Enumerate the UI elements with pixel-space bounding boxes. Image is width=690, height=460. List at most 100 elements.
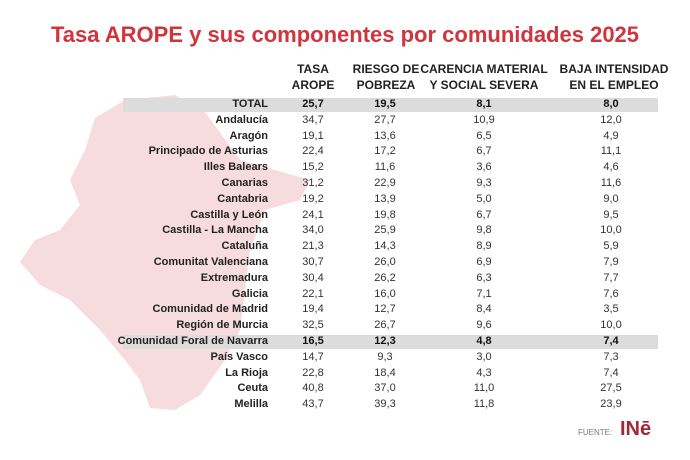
cell-value: 19,1 (302, 129, 324, 142)
row-label: Principado de Asturias (148, 145, 268, 158)
cell-value: 32,5 (302, 319, 324, 332)
table-row: Andalucía 34,7 27,7 10,9 12,0 (0, 113, 690, 129)
row-label: Castilla - La Mancha (162, 224, 268, 237)
cell-value: 7,7 (603, 271, 619, 284)
row-label: Andalucía (215, 113, 268, 126)
row-label: Ceuta (237, 382, 268, 395)
cell-value: 10,0 (600, 319, 622, 332)
cell-value: 16,5 (302, 334, 324, 347)
cell-value: 4,6 (603, 161, 619, 174)
table-row: Cantabria 19,2 13,9 5,0 9,0 (0, 192, 690, 208)
cell-value: 31,2 (302, 176, 324, 189)
table-row: Aragón 19,1 13,6 6,5 4,9 (0, 129, 690, 145)
column-header-tasa-arope: TASA AROPE (291, 62, 335, 92)
column-header-baja-intensidad: BAJA INTENSIDAD EN EL EMPLEO (559, 62, 669, 92)
cell-value: 10,9 (473, 113, 495, 126)
cell-value: 16,0 (374, 287, 396, 300)
column-header-riesgo-pobreza: RIESGO DE POBREZA (352, 62, 420, 92)
table-row: Comunidad Foral de Navarra 16,5 12,3 4,8 7,4 (0, 334, 690, 350)
cell-value: 11,8 (473, 398, 495, 411)
cell-value: 34,7 (302, 113, 324, 126)
table-row: Melilla 43,7 39,3 11,8 23,9 (0, 397, 690, 413)
row-label: Galicia (231, 287, 268, 300)
cell-value: 26,0 (374, 255, 396, 268)
cell-value: 4,3 (476, 366, 492, 379)
cell-value: 10,0 (600, 224, 622, 237)
data-table: TOTAL 25,7 19,5 8,1 8,0 Andalucía 34,7 27,7 10,9… (0, 97, 690, 413)
cell-value: 7,1 (476, 287, 492, 300)
cell-value: 13,9 (374, 192, 396, 205)
cell-value: 11,1 (600, 145, 622, 158)
cell-value: 12,0 (600, 113, 622, 126)
cell-value: 6,5 (476, 129, 492, 142)
row-label: Extremadura (200, 271, 268, 284)
cell-value: 4,8 (476, 334, 492, 347)
row-label: Melilla (234, 398, 268, 411)
cell-value: 6,7 (476, 208, 492, 221)
cell-value: 8,9 (476, 240, 492, 253)
cell-value: 12,7 (374, 303, 396, 316)
table-row: Comunitat Valenciana 30,7 26,0 6,9 7,9 (0, 255, 690, 271)
row-label: Comunitat Valenciana (153, 255, 268, 268)
cell-value: 9,8 (476, 224, 492, 237)
source-label: FUENTE: (578, 428, 613, 437)
cell-value: 40,8 (302, 382, 324, 395)
cell-value: 8,0 (603, 98, 619, 110)
cell-value: 18,4 (374, 366, 396, 379)
cell-value: 22,1 (302, 287, 324, 300)
ine-logo: INē (620, 418, 652, 440)
cell-value: 43,7 (302, 398, 324, 411)
cell-value: 3,5 (603, 303, 619, 316)
table-row: Ceuta 40,8 37,0 11,0 27,5 (0, 381, 690, 397)
cell-value: 7,3 (603, 350, 619, 363)
table-row: TOTAL 25,7 19,5 8,1 8,0 (0, 97, 690, 113)
cell-value: 25,7 (302, 98, 324, 110)
table-row: Castilla y León 24,1 19,8 6,7 9,5 (0, 208, 690, 224)
cell-value: 25,9 (374, 224, 396, 237)
row-label: Illes Balears (203, 161, 268, 174)
row-label: Región de Murcia (176, 319, 268, 332)
table-row: Comunidad de Madrid 19,4 12,7 8,4 3,5 (0, 302, 690, 318)
cell-value: 8,4 (476, 303, 492, 316)
row-label: Cataluña (221, 240, 268, 253)
table-row: Galicia 22,1 16,0 7,1 7,6 (0, 287, 690, 303)
row-label: Aragón (229, 129, 269, 142)
cell-value: 19,5 (374, 98, 396, 110)
cell-value: 9,3 (476, 176, 492, 189)
cell-value: 5,0 (476, 192, 492, 205)
cell-value: 22,9 (374, 176, 396, 189)
row-label: La Rioja (225, 366, 268, 379)
cell-value: 37,0 (374, 382, 396, 395)
cell-value: 39,3 (374, 398, 396, 411)
cell-value: 3,0 (476, 350, 492, 363)
cell-value: 5,9 (603, 240, 619, 253)
row-label: País Vasco (210, 350, 269, 363)
cell-value: 8,1 (476, 98, 492, 110)
cell-value: 11,0 (473, 382, 495, 395)
cell-value: 6,9 (476, 255, 492, 268)
cell-value: 11,6 (600, 176, 622, 189)
cell-value: 7,6 (603, 287, 619, 300)
row-label: Castilla y León (190, 208, 268, 221)
cell-value: 7,4 (603, 366, 619, 379)
table-row: La Rioja 22,8 18,4 4,3 7,4 (0, 366, 690, 382)
row-label: Comunidad Foral de Navarra (117, 334, 268, 347)
cell-value: 6,7 (476, 145, 492, 158)
row-highlight (123, 334, 658, 349)
table-row: Extremadura 30,4 26,2 6,3 7,7 (0, 271, 690, 287)
row-label: Canarias (221, 176, 268, 189)
table-row: Región de Murcia 32,5 26,7 9,6 10,0 (0, 318, 690, 334)
cell-value: 22,4 (302, 145, 324, 158)
cell-value: 9,0 (603, 192, 619, 205)
cell-value: 7,9 (603, 255, 619, 268)
cell-value: 26,7 (374, 319, 396, 332)
row-highlight (123, 98, 658, 112)
cell-value: 3,6 (476, 161, 492, 174)
cell-value: 7,4 (603, 334, 619, 347)
cell-value: 4,9 (603, 129, 619, 142)
cell-value: 22,8 (302, 366, 324, 379)
cell-value: 17,2 (374, 145, 396, 158)
cell-value: 15,2 (302, 161, 324, 174)
column-header-carencia-material: CARENCIA MATERIAL Y SOCIAL SEVERA (420, 62, 548, 92)
